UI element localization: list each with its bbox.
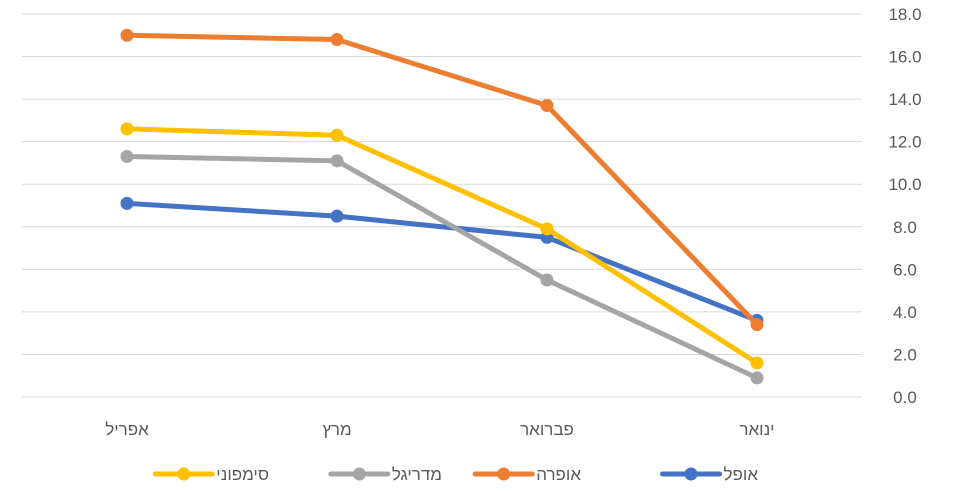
y-tick-label: 10.0 bbox=[888, 175, 921, 194]
data-point bbox=[330, 128, 344, 142]
legend-label: אופל bbox=[724, 465, 759, 484]
x-axis-category-labels: ינואר פברואר מרץ אפריל bbox=[105, 420, 774, 439]
series-line bbox=[124, 200, 760, 323]
series-line bbox=[124, 32, 760, 328]
y-axis-tick-labels: 0.0 2.0 4.0 6.0 8.0 10.0 12.0 14.0 16.0 18.0 bbox=[888, 5, 921, 407]
series-2 bbox=[120, 28, 764, 332]
legend-item: אופל bbox=[660, 465, 759, 484]
data-point bbox=[330, 209, 344, 223]
legend-label: אופרה bbox=[536, 465, 581, 484]
series-line bbox=[124, 126, 760, 366]
legend-swatch-marker bbox=[352, 467, 366, 481]
legend-swatch-marker bbox=[684, 467, 698, 481]
legend: אופל אופרה מדריגל סימפוני bbox=[152, 465, 759, 484]
legend-label: מדריגל bbox=[392, 465, 442, 484]
y-tick-label: 14.0 bbox=[888, 90, 921, 109]
series-lines bbox=[120, 28, 764, 385]
data-point bbox=[120, 150, 134, 164]
data-point bbox=[540, 273, 554, 287]
y-tick-label: 0.0 bbox=[893, 388, 917, 407]
series-line bbox=[124, 154, 760, 381]
y-tick-label: 18.0 bbox=[888, 5, 921, 24]
y-tick-label: 8.0 bbox=[893, 218, 917, 237]
data-point bbox=[540, 98, 554, 112]
data-point bbox=[120, 28, 134, 42]
legend-swatch-marker bbox=[177, 467, 191, 481]
x-category-label: אפריל bbox=[105, 420, 149, 439]
y-tick-label: 16.0 bbox=[888, 48, 921, 67]
data-point bbox=[330, 33, 344, 47]
legend-swatch-marker bbox=[497, 467, 511, 481]
series-4 bbox=[120, 122, 764, 370]
data-point bbox=[330, 154, 344, 168]
data-point bbox=[120, 122, 134, 136]
y-tick-label: 2.0 bbox=[893, 345, 917, 364]
x-category-label: ינואר bbox=[739, 420, 774, 439]
x-category-label: מרץ bbox=[322, 420, 351, 439]
legend-item: מדריגל bbox=[328, 465, 442, 484]
y-tick-label: 6.0 bbox=[893, 260, 917, 279]
y-tick-label: 12.0 bbox=[888, 133, 921, 152]
series-3 bbox=[120, 150, 764, 385]
data-point bbox=[750, 356, 764, 370]
y-tick-label: 4.0 bbox=[893, 303, 917, 322]
legend-label: סימפוני bbox=[216, 465, 269, 484]
data-point bbox=[750, 318, 764, 332]
data-point bbox=[540, 222, 554, 236]
x-category-label: פברואר bbox=[520, 420, 574, 439]
legend-item: אופרה bbox=[472, 465, 581, 484]
data-point bbox=[750, 371, 764, 385]
legend-item: סימפוני bbox=[152, 465, 269, 484]
data-point bbox=[120, 196, 134, 210]
